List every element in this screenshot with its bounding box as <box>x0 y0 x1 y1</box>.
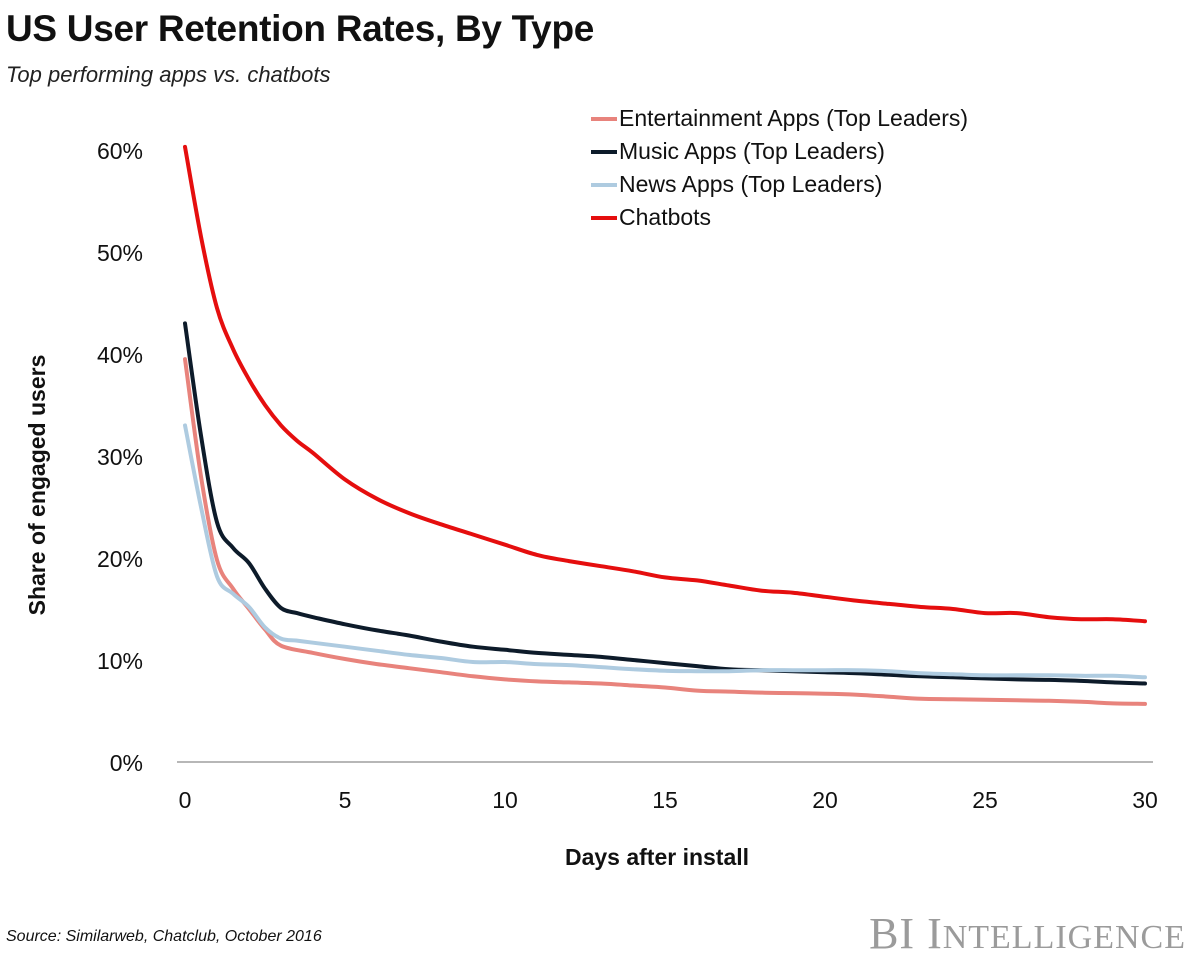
chart-title: US User Retention Rates, By Type <box>6 8 595 49</box>
y-tick-label: 10% <box>97 648 143 674</box>
y-tick-label: 20% <box>97 546 143 572</box>
y-tick-label: 30% <box>97 444 143 470</box>
y-tick-label: 50% <box>97 240 143 266</box>
x-tick-label: 0 <box>179 787 192 813</box>
series-line-entertainment-apps-top-leaders <box>183 357 1147 706</box>
chart-subtitle: Top performing apps vs. chatbots <box>6 62 331 87</box>
brand-logo: BI INTELLIGENCE <box>869 908 1186 959</box>
series-line-news-apps-top-leaders <box>183 423 1147 680</box>
y-axis-label: Share of engaged users <box>24 355 50 616</box>
x-tick-label: 15 <box>652 787 678 813</box>
x-tick-label: 5 <box>339 787 352 813</box>
legend-label: Music Apps (Top Leaders) <box>619 138 885 164</box>
brand-first: BI <box>869 909 916 958</box>
legend-label: Chatbots <box>619 204 711 230</box>
x-tick-label: 20 <box>812 787 838 813</box>
chart-axes: 0 5 10 15 20 25 30 0% 10% 20% 30% 40% 50% 60% <box>97 138 1158 813</box>
series-line-chatbots <box>183 144 1147 624</box>
legend-label: Entertainment Apps (Top Leaders) <box>619 105 968 131</box>
x-axis-label: Days after install <box>565 844 749 870</box>
x-tick-label: 25 <box>972 787 998 813</box>
line-chart: 0 5 10 15 20 25 30 0% 10% 20% 30% 40% 50% 60% Enterta… <box>24 105 1158 870</box>
y-tick-label: 60% <box>97 138 143 164</box>
y-tick-label: 0% <box>110 750 143 776</box>
series-layer <box>183 144 1147 706</box>
x-tick-label: 30 <box>1132 787 1158 813</box>
legend: Entertainment Apps (Top Leaders) Music Ap… <box>591 105 968 230</box>
y-tick-label: 40% <box>97 342 143 368</box>
legend-label: News Apps (Top Leaders) <box>619 171 882 197</box>
brand-second-rest: NTELLIGENCE <box>942 919 1186 956</box>
source-note: Source: Similarweb, Chatclub, October 20… <box>6 928 322 945</box>
series-line-music-apps-top-leaders <box>183 321 1147 686</box>
x-tick-label: 10 <box>492 787 518 813</box>
brand-second-initial: I <box>927 909 943 958</box>
